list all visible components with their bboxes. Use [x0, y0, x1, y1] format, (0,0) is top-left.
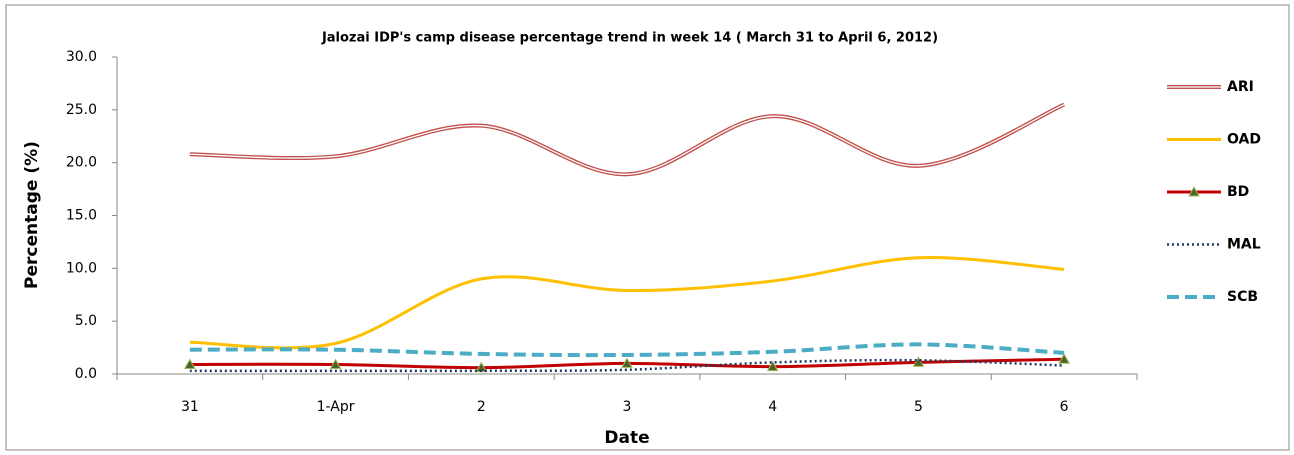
x-tick-label: 4	[768, 399, 777, 415]
legend-marker	[1188, 185, 1200, 197]
data-point	[766, 360, 779, 372]
x-tick-label: 6	[1060, 399, 1069, 415]
y-tick-label: 25.0	[66, 102, 97, 118]
legend-label: SCB	[1227, 289, 1258, 305]
x-tick-label: 2	[477, 399, 486, 415]
series-line	[189, 256, 1065, 350]
y-tick-label: 20.0	[66, 155, 97, 171]
y-tick-label: 30.0	[66, 49, 97, 65]
y-tick-label: 0.0	[75, 366, 97, 382]
legend-label: ARI	[1227, 79, 1254, 95]
data-point	[184, 358, 196, 369]
data-point	[621, 357, 633, 368]
legend-label: OAD	[1227, 132, 1261, 148]
line-highlight	[189, 103, 1065, 175]
data-point	[912, 356, 925, 367]
x-tick-label: 31	[181, 399, 199, 415]
x-tick-label: 1-Apr	[317, 399, 355, 415]
chart-border	[5, 4, 1290, 451]
x-tick-label: 3	[623, 399, 632, 415]
legend-label: BD	[1227, 184, 1249, 200]
chart-title: Jalozai IDP's camp disease percentage tr…	[321, 31, 938, 46]
y-tick-label: 15.0	[66, 208, 97, 224]
data-point	[329, 358, 342, 369]
x-tick-label: 5	[914, 399, 923, 415]
y-axis-title: Percentage (%)	[22, 141, 42, 289]
legend-label: MAL	[1227, 237, 1261, 253]
series-line	[189, 342, 1065, 358]
y-tick-label: 5.0	[75, 313, 97, 329]
series-line	[189, 358, 1065, 373]
data-point	[1058, 353, 1070, 364]
x-axis-title: Date	[604, 428, 649, 448]
y-tick-label: 10.0	[66, 260, 97, 276]
